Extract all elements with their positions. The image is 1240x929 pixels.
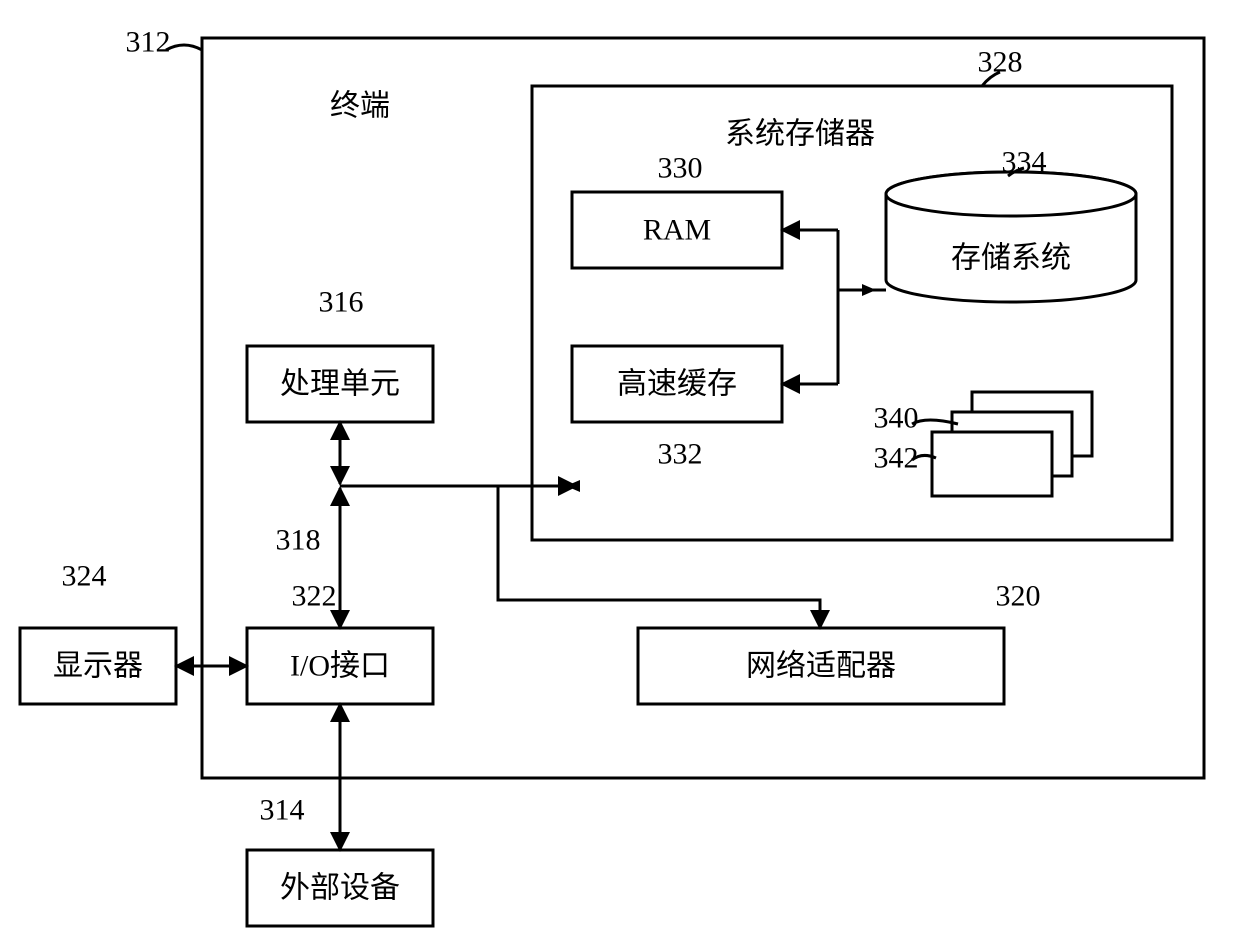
ref-332: 332	[658, 438, 703, 471]
cache-label: 高速缓存	[617, 368, 737, 401]
terminal-title: 终端	[330, 90, 390, 123]
system-memory-title: 系统存储器	[725, 118, 875, 151]
ram-label: RAM	[643, 214, 711, 247]
ref-342: 342	[874, 442, 919, 475]
storage-system-cylinder: 存储系统	[886, 172, 1136, 302]
ref-320: 320	[996, 580, 1041, 613]
display-label: 显示器	[53, 650, 143, 683]
ref-314: 314	[260, 794, 305, 827]
ref-324: 324	[62, 560, 107, 593]
network-adapter-label: 网络适配器	[746, 650, 896, 683]
processing-unit-label: 处理单元	[280, 368, 400, 401]
io-interface-label: I/O接口	[290, 650, 390, 683]
ref-318: 318	[276, 524, 321, 557]
external-device-label: 外部设备	[280, 872, 400, 905]
ref-316: 316	[319, 286, 364, 319]
storage-system-label: 存储系统	[951, 242, 1071, 275]
ref-328: 328	[978, 46, 1023, 79]
architecture-diagram: 终端 312 系统存储器 328 处理单元 316 RAM 330 高速缓存 3…	[0, 0, 1240, 929]
ref-334: 334	[1002, 146, 1047, 179]
system-memory-box	[532, 86, 1172, 540]
ref-330: 330	[658, 152, 703, 185]
ref-322: 322	[292, 580, 337, 613]
ref-lead-312	[166, 45, 202, 50]
ref-340: 340	[874, 402, 919, 435]
ref-312: 312	[126, 26, 171, 59]
